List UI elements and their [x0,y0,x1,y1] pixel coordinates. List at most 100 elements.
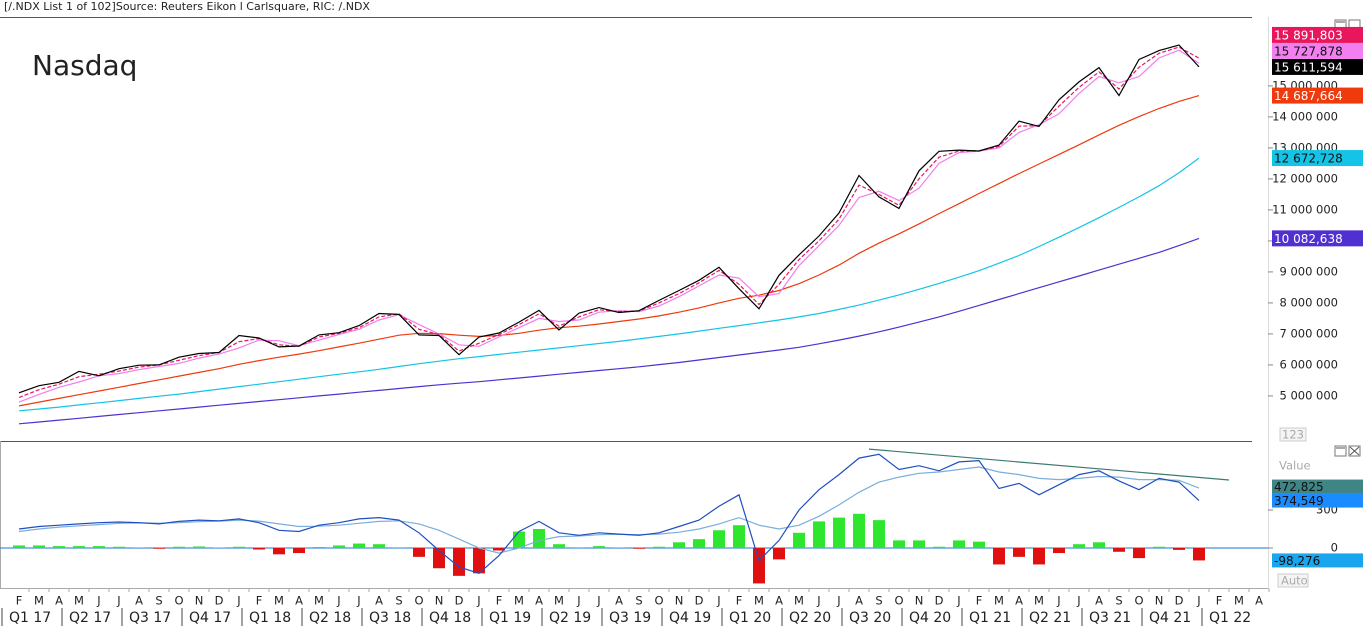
histogram-bar [593,546,605,548]
x-tick-label: A [1255,594,1263,608]
x-tick-label: S [395,594,402,608]
histogram-bar [93,546,105,548]
x-tick-label: J [596,594,600,608]
histogram-bar [233,546,245,548]
x-tick-label: D [695,594,704,608]
histogram-bar [993,547,1005,565]
value-box [1272,150,1363,167]
maximize-button[interactable] [1334,445,1347,457]
quarter-label: Q3 18 [369,610,411,626]
histogram-bar [873,520,885,548]
y-tick-label: 5 000 000 [1279,388,1338,402]
y-tick-label: 0 [1331,540,1338,554]
histogram-bar [1193,547,1205,561]
x-tick-label: S [635,594,642,608]
series-line [18,237,1200,425]
series-line [18,453,1200,574]
series-line [18,44,1200,394]
histogram-bar [393,547,405,548]
quarter-label: Q4 20 [909,610,951,626]
value-box [1272,58,1363,75]
histogram-bar [293,547,305,554]
histogram-bar [253,547,265,550]
histogram-bar [513,531,525,548]
histogram-bar [913,540,925,548]
header-source: [/.NDX List 1 of 102]Source: Reuters Eik… [4,0,370,13]
x-tick-label: M [754,594,764,608]
quarter-label: Q2 18 [309,610,351,626]
x-tick-label: F [496,594,503,608]
x-tick-label: S [1115,594,1122,608]
histogram-bar [673,542,685,548]
x-tick-label: A [135,594,143,608]
series-line [18,95,1200,407]
x-tick-label: F [736,594,743,608]
auto-button[interactable] [1277,573,1309,588]
y-tick-label: 11 000 000 [1272,202,1338,216]
value-box [1272,493,1363,508]
quarter-label: Q2 20 [789,610,831,626]
x-tick-label: A [1015,594,1023,608]
x-tick-label: F [976,594,983,608]
value-box [1272,479,1363,494]
value-label: Value [1279,459,1311,473]
histogram-bar [73,546,85,548]
histogram-bar [933,546,945,548]
histogram-bar [753,547,765,584]
y-tick-label: 8 000 000 [1279,295,1338,309]
histogram-bar [1033,547,1045,565]
digits-button[interactable] [1279,427,1307,442]
histogram-bar [193,546,205,548]
histogram-bar [1153,546,1165,548]
quarter-label: Q3 17 [129,610,171,626]
x-tick-label: D [935,594,944,608]
digits-label: 123 [1282,428,1304,442]
series-line [18,49,1200,403]
x-tick-label: M [514,594,524,608]
histogram-bar [373,544,385,548]
value-box [1272,26,1363,43]
x-tick-label: N [1155,594,1164,608]
histogram-bar [1173,547,1185,550]
histogram-bar [813,521,825,548]
histogram-bar [1113,547,1125,552]
x-tick-label: D [1175,594,1184,608]
quarter-label: Q4 19 [669,610,711,626]
x-tick-label: M [274,594,284,608]
x-tick-label: J [116,594,120,608]
histogram-bar [453,547,465,576]
histogram-bar [713,530,725,548]
x-tick-label: F [1216,594,1223,608]
histogram-bar [773,547,785,560]
series-line [18,157,1200,412]
quarter-label: Q1 19 [489,610,531,626]
x-tick-label: J [956,594,960,608]
histogram-bar [833,517,845,548]
histogram-bar [173,546,185,548]
quarter-label: Q4 18 [429,610,471,626]
x-tick-label: J [836,594,840,608]
y-tick-label: 9 000 000 [1279,264,1338,278]
histogram-bar [153,547,165,549]
value-box [1272,230,1363,247]
quarter-label: Q1 22 [1209,610,1251,626]
histogram-bar [553,544,565,548]
value-box-label: 15 727,878 [1274,44,1343,58]
value-box-label: 10 082,638 [1274,232,1343,246]
x-tick-label: A [775,594,783,608]
x-tick-label: O [654,594,663,608]
histogram-bar [633,547,645,549]
x-tick-label: M [74,594,84,608]
x-tick-label: J [816,594,820,608]
histogram-bar [313,546,325,548]
quarter-label: Q4 17 [189,610,231,626]
x-tick-label: O [414,594,423,608]
x-tick-label: M [34,594,44,608]
x-tick-label: M [994,594,1004,608]
x-tick-label: M [554,594,564,608]
x-tick-label: S [155,594,162,608]
x-tick-label: M [794,594,804,608]
x-tick-label: A [1095,594,1103,608]
histogram-bar [793,532,805,548]
